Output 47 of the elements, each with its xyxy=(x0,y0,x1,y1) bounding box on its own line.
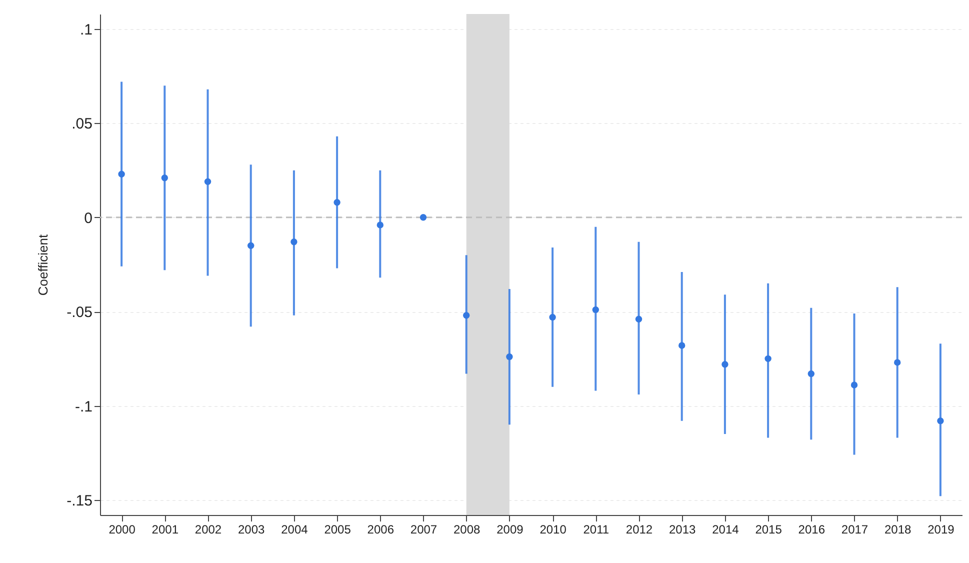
point xyxy=(722,360,728,368)
x-tick-label: 2011 xyxy=(583,522,610,536)
y-tick-label: .1 xyxy=(80,22,92,39)
y-axis-title: Coefficient xyxy=(36,234,51,296)
x-tick-label: 2013 xyxy=(669,522,696,536)
y-tick-label: 0 xyxy=(84,210,92,227)
point xyxy=(808,370,815,378)
x-tick-label: 2008 xyxy=(454,522,481,536)
point xyxy=(506,353,513,360)
point xyxy=(204,178,212,185)
x-tick-label: 2003 xyxy=(238,522,266,536)
x-tick-label: 2006 xyxy=(367,522,394,536)
point xyxy=(290,238,298,246)
x-tick-label: 2015 xyxy=(755,522,782,536)
point xyxy=(635,316,642,322)
point xyxy=(334,199,340,206)
x-tick-label: 2019 xyxy=(928,522,955,536)
x-tick-label: 2017 xyxy=(841,522,868,536)
point xyxy=(592,306,600,314)
y-tick-label: -.05 xyxy=(66,304,92,322)
point xyxy=(937,417,944,424)
point xyxy=(850,382,858,388)
point xyxy=(376,222,384,228)
x-tick-label: 2007 xyxy=(410,522,438,536)
x-tick-label: 2001 xyxy=(152,522,179,536)
point xyxy=(764,355,772,362)
x-tick-label: 2012 xyxy=(626,522,653,536)
y-tick-label: -.15 xyxy=(66,492,92,510)
x-tick-label: 2009 xyxy=(496,522,524,536)
y-tick-label: -.1 xyxy=(74,398,92,416)
x-tick-label: 2004 xyxy=(281,522,308,536)
x-tick-label: 2010 xyxy=(540,522,567,536)
x-tick-label: 2002 xyxy=(194,522,222,536)
x-tick-label: 2000 xyxy=(108,522,136,536)
point xyxy=(118,170,125,178)
point xyxy=(420,214,427,221)
point xyxy=(462,312,470,319)
x-tick-label: 2018 xyxy=(884,522,912,536)
y-tick-label: .05 xyxy=(72,116,92,133)
point xyxy=(678,342,686,349)
x-tick-label: 2016 xyxy=(798,522,826,536)
point xyxy=(247,242,254,250)
x-tick-label: 2014 xyxy=(712,522,740,536)
point xyxy=(549,314,556,321)
point xyxy=(894,359,901,366)
point xyxy=(161,174,168,182)
x-tick-label: 2005 xyxy=(324,522,352,536)
